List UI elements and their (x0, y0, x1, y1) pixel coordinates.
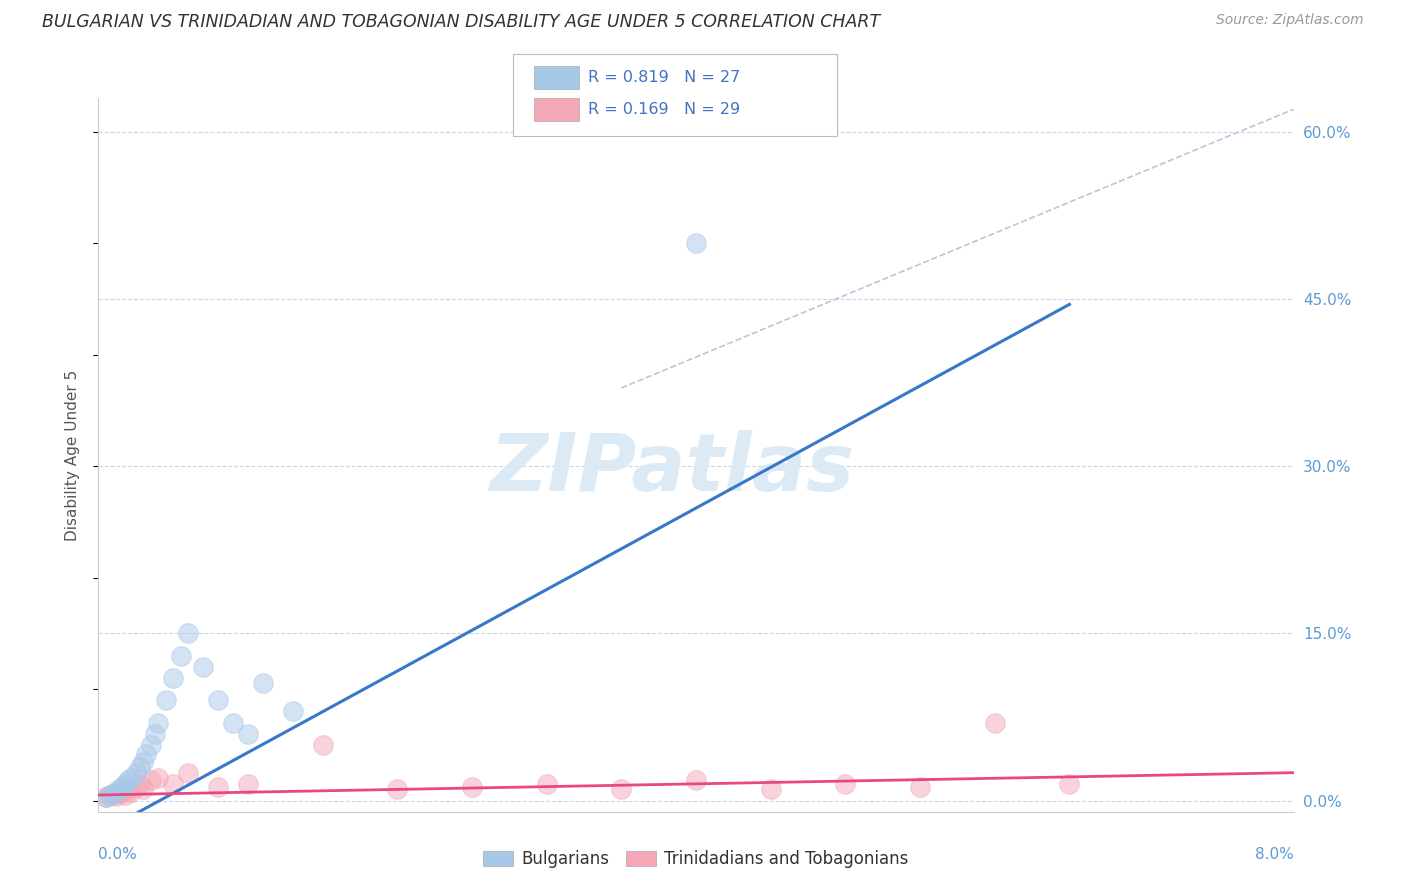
Point (207, 693, 229, 707)
Point (94, 790, 117, 805)
Text: R = 0.169   N = 29: R = 0.169 N = 29 (588, 103, 740, 117)
Text: R = 0.819   N = 27: R = 0.819 N = 27 (588, 70, 740, 85)
Text: Source: ZipAtlas.com: Source: ZipAtlas.com (1216, 13, 1364, 28)
Point (105, 785, 128, 799)
Legend: Bulgarians, Trinidadians and Tobagonians: Bulgarians, Trinidadians and Tobagonians (477, 844, 915, 875)
Point (132, 782, 155, 797)
Point (155, 693, 177, 707)
Point (169, 648, 191, 663)
Point (759, 782, 782, 797)
Point (120, 785, 142, 799)
Point (108, 786, 131, 800)
Point (114, 788, 136, 802)
Point (908, 780, 931, 794)
Point (236, 726, 259, 740)
Point (685, 235, 707, 250)
Point (222, 715, 245, 730)
Point (111, 785, 134, 799)
Text: 0.0%: 0.0% (98, 847, 138, 863)
Point (120, 771, 142, 786)
Point (281, 705, 304, 719)
Point (148, 771, 170, 786)
Point (311, 738, 333, 752)
Point (536, 777, 558, 791)
Point (111, 780, 134, 794)
Point (252, 676, 274, 690)
Point (132, 755, 155, 769)
Point (108, 782, 131, 797)
Point (98, 788, 122, 802)
Point (148, 715, 170, 730)
Point (143, 726, 166, 740)
Point (129, 777, 152, 791)
Point (125, 780, 148, 794)
Text: BULGARIAN VS TRINIDADIAN AND TOBAGONIAN DISABILITY AGE UNDER 5 CORRELATION CHART: BULGARIAN VS TRINIDADIAN AND TOBAGONIAN … (42, 13, 880, 31)
Point (114, 777, 136, 791)
Point (103, 787, 125, 801)
Point (984, 715, 1007, 730)
Point (385, 782, 409, 797)
Point (103, 787, 125, 801)
Point (139, 773, 162, 788)
Point (139, 738, 162, 752)
Text: 8.0%: 8.0% (1254, 847, 1294, 863)
Point (162, 777, 184, 791)
Point (129, 760, 152, 774)
Point (117, 773, 139, 788)
Point (1059, 777, 1081, 791)
Point (191, 660, 214, 674)
Point (135, 747, 157, 761)
Point (105, 789, 128, 803)
Point (162, 671, 184, 685)
Y-axis label: Disability Age Under 5: Disability Age Under 5 (65, 369, 80, 541)
Point (98, 788, 122, 802)
Text: ZIPatlas: ZIPatlas (489, 430, 855, 508)
Point (685, 773, 707, 788)
Point (177, 765, 200, 780)
Point (461, 780, 484, 794)
Point (117, 782, 139, 797)
Point (94, 790, 117, 805)
Point (834, 777, 856, 791)
Point (177, 626, 200, 640)
Point (236, 777, 259, 791)
Point (610, 782, 633, 797)
Point (207, 780, 229, 794)
Point (125, 765, 148, 780)
